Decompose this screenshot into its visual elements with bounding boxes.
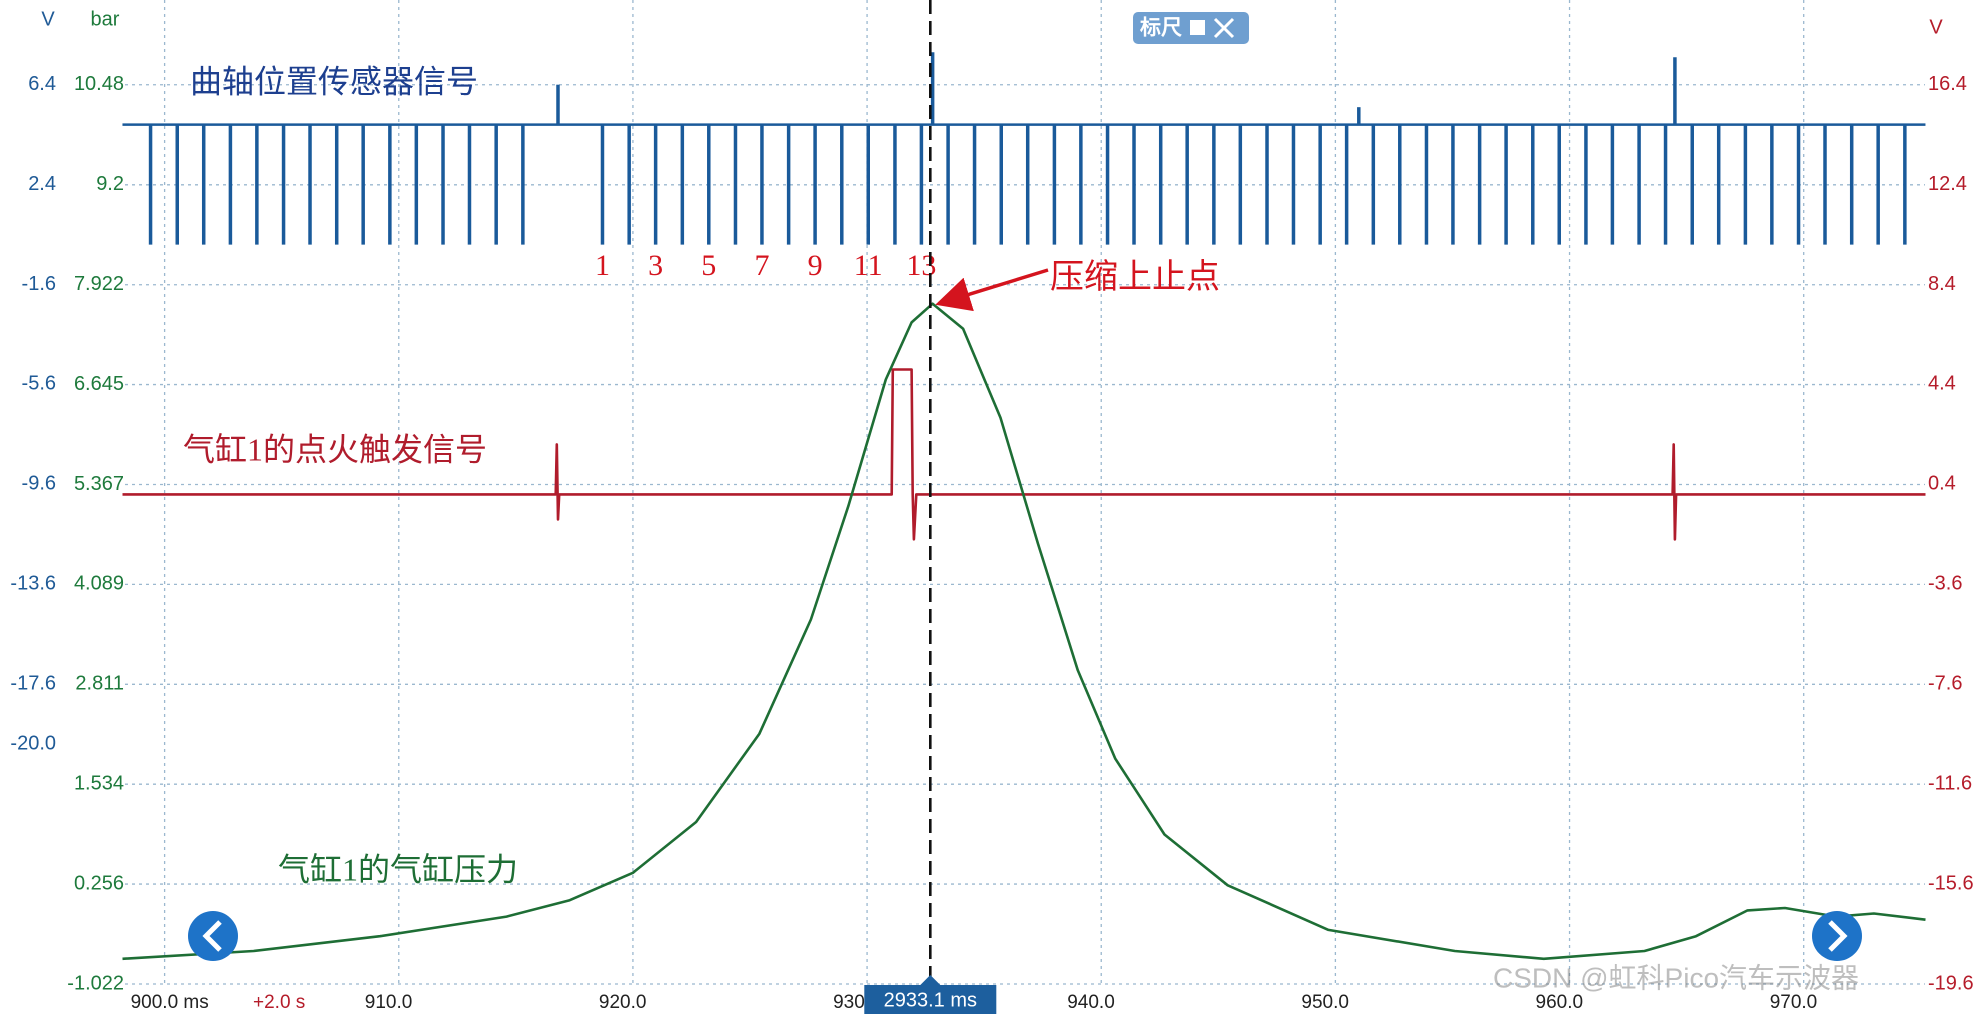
nav-left-button[interactable] — [188, 911, 238, 961]
x-tick-label: 950.0 — [1301, 992, 1349, 1013]
ruler-button-label[interactable]: 标尺 — [1140, 16, 1182, 40]
y3-tick-label: 4.089 — [74, 573, 124, 595]
ruler-close-icon[interactable] — [1213, 17, 1235, 39]
tooth-number: 11 — [854, 249, 883, 282]
x-tick-label: 910.0 — [365, 992, 413, 1013]
tooth-number: 1 — [595, 249, 610, 282]
y2-tick-label: -19.6 — [1928, 972, 1974, 994]
y3-unit: bar — [91, 8, 120, 30]
y2-tick-label: 16.4 — [1928, 73, 1967, 95]
x-tick-label: 970.0 — [1770, 992, 1818, 1013]
x-tick-label: 960.0 — [1536, 992, 1584, 1013]
y3-tick-label: 9.2 — [96, 173, 124, 195]
cursor-handle — [920, 975, 941, 985]
tooth-number: 9 — [808, 249, 823, 282]
signal-trace — [122, 368, 1926, 541]
series-label: 气缸1的气缸压力 — [278, 851, 518, 887]
x-tick-label: 920.0 — [599, 992, 647, 1013]
y2-tick-label: 4.4 — [1928, 373, 1956, 395]
series-label: 曲轴位置传感器信号 — [190, 63, 478, 99]
y2-unit: V — [1929, 16, 1943, 38]
y3-tick-label: 10.48 — [74, 73, 124, 95]
y3-tick-label: 1.534 — [74, 772, 124, 794]
y-tick-label: -20.0 — [10, 732, 56, 754]
y-tick-label: -17.6 — [10, 673, 56, 695]
y2-tick-label: -7.6 — [1928, 673, 1962, 695]
y2-tick-label: -11.6 — [1928, 772, 1972, 794]
nav-right-button[interactable] — [1812, 911, 1862, 961]
y3-tick-label: 7.922 — [74, 273, 124, 295]
tooth-number: 7 — [754, 249, 769, 282]
cursor-box — [864, 985, 997, 1014]
y3-tick-label: 6.645 — [74, 373, 124, 395]
ruler-button[interactable]: 标尺 — [1133, 12, 1249, 44]
y3-tick-label: 2.811 — [75, 673, 124, 695]
tooth-number: 3 — [648, 249, 663, 282]
y2-tick-label: 8.4 — [1928, 273, 1956, 295]
signal-trace — [122, 302, 1926, 961]
y2-tick-label: -15.6 — [1928, 872, 1974, 894]
annotation-arrow — [935, 268, 1049, 312]
y-tick-label: -5.6 — [22, 373, 56, 395]
y-tick-label: -9.6 — [22, 473, 56, 495]
plot — [122, 52, 1926, 961]
x-tick-label: 900.0 ms — [131, 992, 209, 1013]
nav-right[interactable] — [1812, 911, 1862, 961]
grid — [125, 0, 1925, 985]
annotation: 压缩上止点 — [1050, 258, 1220, 296]
tooth-number: 5 — [701, 249, 716, 282]
tooth-number: 13 — [906, 249, 936, 282]
y3-tick-label: -1.022 — [67, 972, 124, 994]
ruler-square-icon[interactable] — [1190, 20, 1205, 35]
watermark: CSDN @虹科Pico汽车示波器 — [1493, 962, 1859, 993]
nav-left-icon[interactable] — [202, 920, 222, 952]
y2-tick-label: -3.6 — [1928, 573, 1962, 595]
y2-tick-label: 12.4 — [1928, 173, 1967, 195]
y-tick-label: 2.4 — [28, 173, 56, 195]
y-tick-label: -1.6 — [22, 273, 56, 295]
y-tick-label: 6.4 — [28, 73, 56, 95]
series-label: 气缸1的点火触发信号 — [183, 431, 487, 467]
time-offset: +2.0 s — [253, 992, 305, 1013]
y-unit: V — [41, 8, 55, 30]
y3-tick-label: 5.367 — [74, 473, 124, 495]
y3-tick-label: 0.256 — [74, 872, 124, 894]
y-tick-label: -13.6 — [10, 573, 56, 595]
cursor-label: 2933.1 ms — [884, 989, 977, 1011]
nav-right-icon[interactable] — [1828, 920, 1848, 952]
nav-left[interactable] — [188, 911, 238, 961]
x-tick-label: 940.0 — [1067, 992, 1115, 1013]
y2-tick-label: 0.4 — [1928, 473, 1956, 495]
